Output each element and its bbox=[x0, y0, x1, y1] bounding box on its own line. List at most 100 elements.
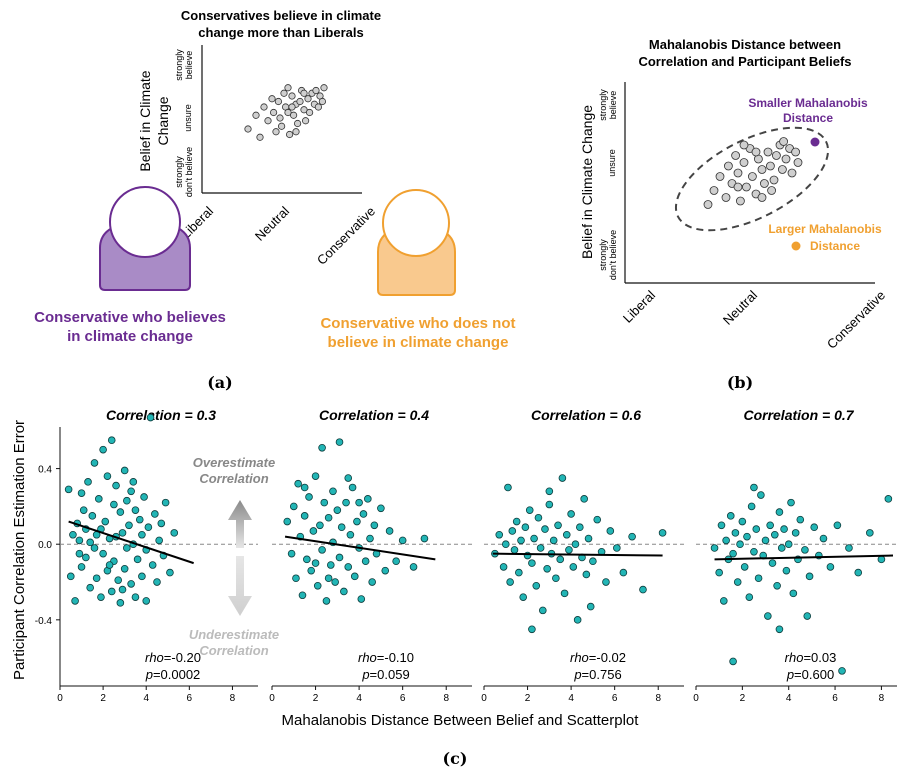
panel-a-point bbox=[305, 108, 314, 117]
data-point bbox=[110, 500, 118, 509]
data-point bbox=[409, 563, 418, 571]
panel-b-point bbox=[793, 158, 803, 167]
data-point bbox=[340, 587, 348, 596]
data-point bbox=[775, 508, 784, 516]
panel-b-ytick-dont-2: don't believe bbox=[608, 230, 618, 280]
panel-b-xtick-neutral: Neutral bbox=[720, 287, 760, 327]
data-point bbox=[541, 525, 549, 533]
data-point bbox=[750, 547, 758, 556]
x-tick-label: 8 bbox=[655, 693, 661, 704]
x-tick-label: 8 bbox=[879, 693, 885, 704]
data-point bbox=[589, 557, 597, 566]
data-point bbox=[392, 557, 400, 566]
data-point bbox=[355, 498, 363, 507]
data-point bbox=[515, 568, 523, 577]
data-point bbox=[658, 529, 667, 537]
data-point bbox=[536, 544, 545, 552]
data-point bbox=[287, 549, 296, 558]
underestimate-arrow bbox=[228, 556, 252, 616]
data-point bbox=[764, 612, 772, 620]
subplot-title: Correlation = 0.3 bbox=[106, 407, 216, 423]
data-point bbox=[153, 578, 161, 586]
data-point bbox=[508, 527, 517, 535]
data-point bbox=[791, 529, 800, 537]
data-point bbox=[554, 521, 562, 530]
smaller-distance-label-line1: Smaller Mahalanobis bbox=[748, 96, 868, 110]
panel-c: Participant Correlation Estimation Error… bbox=[11, 407, 897, 768]
panel-c-subplots: Correlation = 0.3 -0.4 0.0 0.4 0 2 4 6 8 rho=-0.2… bbox=[35, 407, 897, 704]
panel-a-point bbox=[312, 86, 320, 95]
x-tick-label: 2 bbox=[100, 693, 106, 704]
data-point bbox=[370, 521, 379, 530]
data-point bbox=[335, 438, 344, 446]
panel-a-points bbox=[244, 84, 328, 141]
data-point bbox=[116, 508, 125, 516]
data-point bbox=[138, 530, 146, 539]
panel-b: Mahalanobis Distance between Correlation… bbox=[579, 37, 888, 392]
data-point bbox=[311, 559, 320, 567]
rho-statistic: rho=0.03 bbox=[785, 650, 837, 665]
data-point bbox=[556, 555, 565, 564]
panel-b-point bbox=[781, 154, 791, 164]
data-point bbox=[344, 474, 353, 482]
rho-statistic: rho=-0.10 bbox=[358, 650, 414, 665]
panel-a-ytick-dont-2: don't believe bbox=[184, 147, 194, 197]
data-point bbox=[305, 493, 313, 501]
data-point bbox=[313, 582, 322, 590]
data-point bbox=[359, 510, 368, 518]
data-point bbox=[826, 563, 835, 571]
data-point bbox=[398, 536, 407, 545]
data-point bbox=[606, 527, 615, 535]
panel-b-ytick-dont-1: strongly bbox=[598, 239, 608, 271]
panel-a-point bbox=[272, 128, 280, 136]
panel-b-point bbox=[709, 186, 719, 195]
data-point bbox=[129, 478, 138, 486]
person-right-label-line2: believe in climate change bbox=[328, 334, 509, 351]
data-point bbox=[123, 496, 131, 505]
data-point bbox=[151, 510, 159, 518]
data-point bbox=[135, 515, 144, 524]
data-point bbox=[95, 495, 103, 503]
scatter-subplot: Correlation = 0.7 0 2 4 6 8 rho=0.03 p=0.600 bbox=[693, 407, 897, 704]
panel-b-point bbox=[733, 168, 743, 178]
panel-b-xtick-liberal: Liberal bbox=[620, 287, 658, 325]
data-point bbox=[770, 530, 779, 539]
x-tick-label: 4 bbox=[568, 693, 574, 704]
data-point bbox=[740, 563, 749, 571]
data-point bbox=[311, 472, 320, 480]
data-point bbox=[736, 540, 744, 549]
panel-b-point bbox=[769, 175, 779, 185]
data-point bbox=[84, 478, 92, 486]
data-point bbox=[161, 498, 170, 507]
overestimate-label-line1: Overestimate bbox=[193, 455, 275, 470]
panel-a-point bbox=[276, 114, 284, 122]
panel-b-point bbox=[760, 179, 769, 188]
panel-b-point bbox=[715, 172, 725, 181]
data-point bbox=[294, 479, 302, 488]
data-point bbox=[318, 443, 326, 452]
data-point bbox=[316, 521, 324, 530]
panel-c-xlabel: Mahalanobis Distance Between Belief and … bbox=[282, 712, 640, 729]
panel-b-point bbox=[778, 165, 787, 174]
y-tick-label: 0.4 bbox=[38, 465, 52, 476]
data-point bbox=[833, 521, 842, 530]
data-point bbox=[101, 517, 110, 526]
panel-a-title-line1: Conservatives believe in climate bbox=[181, 8, 381, 23]
data-point bbox=[580, 495, 588, 503]
x-tick-label: 4 bbox=[143, 693, 149, 704]
x-tick-label: 2 bbox=[313, 693, 319, 704]
data-point bbox=[75, 549, 84, 558]
y-tick-label: -0.4 bbox=[35, 616, 53, 627]
trend-line bbox=[68, 520, 194, 565]
data-point bbox=[766, 521, 774, 530]
panel-a-point bbox=[268, 95, 276, 103]
data-point bbox=[560, 589, 569, 598]
data-point bbox=[105, 561, 114, 569]
panel-a-point bbox=[260, 103, 268, 111]
panel-a-point bbox=[244, 125, 252, 133]
data-point bbox=[731, 529, 740, 537]
data-point bbox=[77, 489, 86, 497]
panel-b-point bbox=[733, 182, 743, 192]
panel-b-point bbox=[772, 151, 781, 160]
